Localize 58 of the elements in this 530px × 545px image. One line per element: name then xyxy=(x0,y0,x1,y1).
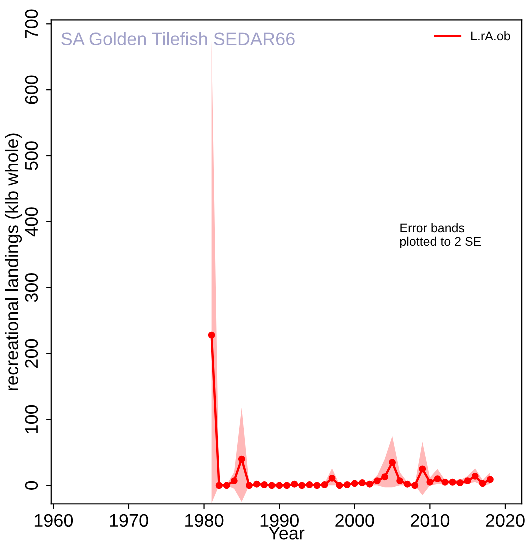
legend-label: L.rA.ob xyxy=(472,31,510,41)
point xyxy=(426,478,434,486)
point xyxy=(449,478,456,486)
text: SA Golden Tilefish SEDAR66 xyxy=(62,32,295,46)
y-tick-label: 300 xyxy=(25,274,38,302)
y-tick-label: 700 xyxy=(25,10,38,38)
point xyxy=(344,482,351,488)
point xyxy=(351,480,358,488)
point xyxy=(238,456,246,463)
point xyxy=(434,476,442,483)
x-tick-label: 1970 xyxy=(110,514,148,528)
y-tick-label: 500 xyxy=(25,142,38,170)
point xyxy=(208,332,216,339)
point xyxy=(374,478,381,485)
point xyxy=(464,478,472,485)
y-tick-label: 200 xyxy=(25,339,38,368)
point xyxy=(479,480,486,488)
point xyxy=(336,482,344,490)
point xyxy=(284,482,291,490)
point xyxy=(412,482,419,490)
x-tick-label: 1990 xyxy=(260,514,299,528)
point xyxy=(472,472,479,480)
point xyxy=(291,480,298,488)
point xyxy=(396,478,404,485)
x-tick-label: 1980 xyxy=(186,514,224,528)
point xyxy=(230,478,238,485)
point xyxy=(366,480,374,488)
point xyxy=(486,476,494,484)
y-tick-label: 400 xyxy=(25,208,38,237)
point xyxy=(306,482,314,488)
x-tick-label: 2010 xyxy=(411,514,450,528)
point xyxy=(216,482,223,490)
point xyxy=(223,482,230,490)
x-tick-label: 1960 xyxy=(34,514,74,528)
y-axis-title: recreational landings (klb whole) xyxy=(5,134,22,390)
point xyxy=(254,480,260,488)
y-tick-label: 100 xyxy=(25,405,38,434)
point xyxy=(246,482,253,490)
point xyxy=(404,480,412,488)
x-tick-label: 2020 xyxy=(486,514,525,528)
point xyxy=(419,466,426,473)
y-tick-label: 600 xyxy=(25,76,38,104)
annotation: Error bands plotted to 2 SE xyxy=(400,223,482,249)
point xyxy=(456,480,464,486)
point xyxy=(298,482,306,490)
point xyxy=(389,459,396,466)
point xyxy=(261,482,268,488)
point xyxy=(382,474,388,481)
point xyxy=(442,478,449,486)
point xyxy=(328,474,336,482)
point xyxy=(276,482,284,490)
x-axis-title: Year xyxy=(268,527,305,540)
y-tick-label: 0 xyxy=(25,481,38,490)
x-tick-label: 2000 xyxy=(336,514,374,528)
point xyxy=(358,480,366,486)
point xyxy=(314,482,321,490)
point xyxy=(268,482,276,490)
point xyxy=(321,482,328,488)
